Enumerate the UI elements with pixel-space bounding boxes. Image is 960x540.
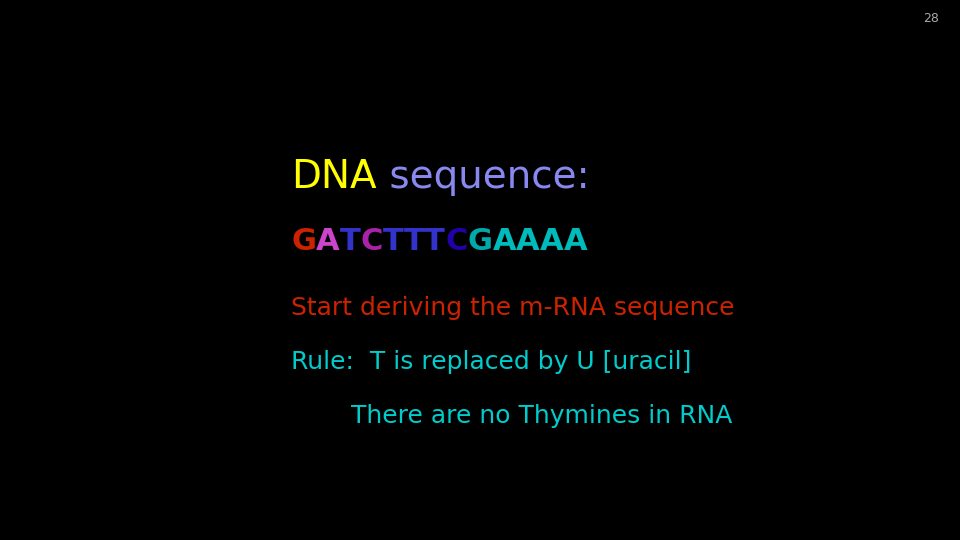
Text: G: G xyxy=(468,227,492,256)
Text: T: T xyxy=(424,227,445,256)
Text: T: T xyxy=(383,227,403,256)
Text: There are no Thymines in RNA: There are no Thymines in RNA xyxy=(350,404,732,428)
Text: A: A xyxy=(564,227,587,256)
Text: Start deriving the m-RNA sequence: Start deriving the m-RNA sequence xyxy=(291,296,734,320)
Text: DNA: DNA xyxy=(291,158,376,196)
Text: T: T xyxy=(403,227,424,256)
Text: sequence:: sequence: xyxy=(376,158,589,196)
Text: A: A xyxy=(516,227,540,256)
Text: G: G xyxy=(291,227,316,256)
Text: C: C xyxy=(445,227,468,256)
Text: A: A xyxy=(316,227,340,256)
Text: A: A xyxy=(492,227,516,256)
Text: A: A xyxy=(540,227,564,256)
Text: 28: 28 xyxy=(923,12,939,25)
Text: C: C xyxy=(361,227,383,256)
Text: T: T xyxy=(340,227,361,256)
Text: Rule:  T is replaced by U [uracil]: Rule: T is replaced by U [uracil] xyxy=(291,350,691,374)
